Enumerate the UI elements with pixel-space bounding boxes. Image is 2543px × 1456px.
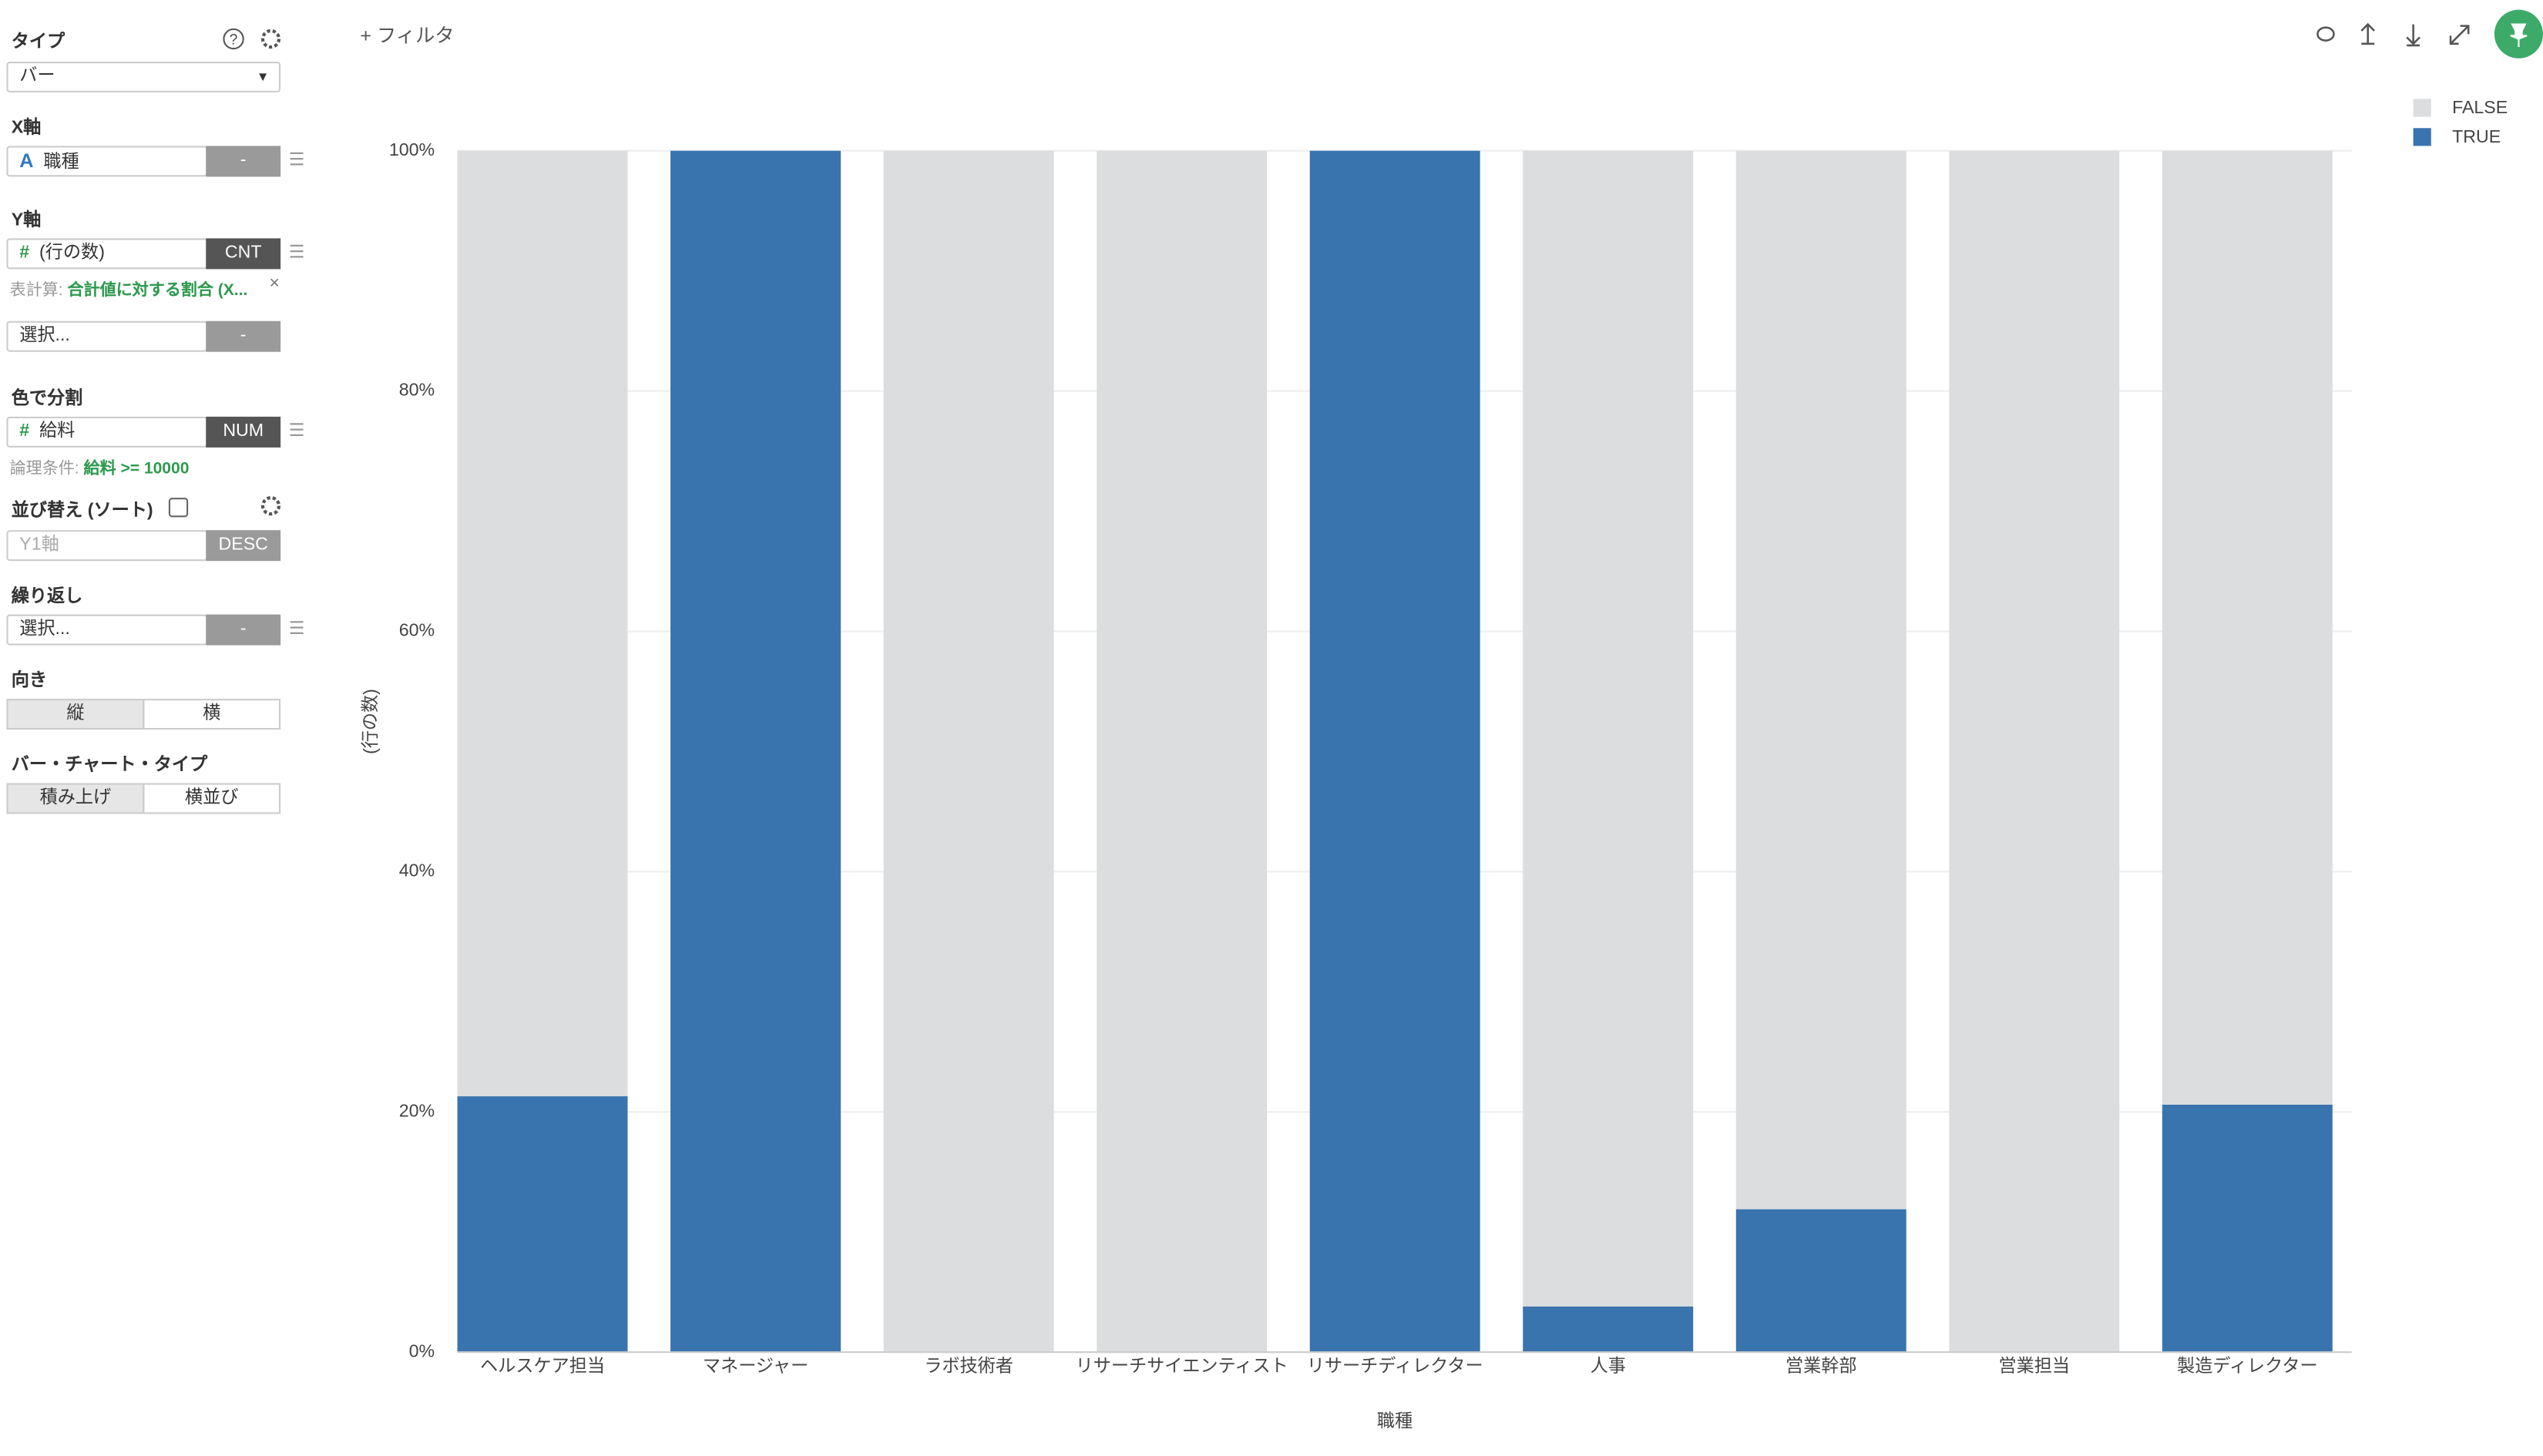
y-field[interactable]: # (行の数) (6, 238, 208, 270)
remove-icon[interactable]: × (269, 273, 280, 294)
bar (1735, 150, 1906, 1209)
bar (1097, 150, 1268, 1353)
x-icon: A (19, 149, 34, 173)
expand-icon[interactable] (2449, 25, 2470, 45)
y-label: Y軸 (11, 210, 42, 230)
x-tick-label: ヘルスケア担当 (480, 1355, 605, 1375)
sort-label: 並び替え (ソート) (11, 501, 153, 521)
color-field-name: 給料 (39, 421, 76, 441)
download-icon[interactable] (2406, 24, 2420, 47)
y-tick-label: 0% (409, 1340, 435, 1360)
y2-agg[interactable]: - (206, 320, 281, 352)
x-tick-label: リサーチディレクター (1307, 1355, 1483, 1375)
type-select[interactable]: バー ▼ (6, 61, 281, 92)
y-tick-label: 80% (399, 380, 435, 400)
color-label: 色で分割 (11, 389, 83, 409)
x-tick-label: 営業幹部 (1785, 1355, 1857, 1375)
cond-row: 論理条件: 給料 >= 10000 (10, 454, 190, 478)
y-agg[interactable]: CNT (206, 238, 281, 270)
toolbar-icons[interactable] (2316, 22, 2470, 47)
x-tick-label: 製造ディレクター (2177, 1355, 2318, 1375)
sort-order[interactable]: DESC (206, 530, 281, 562)
calc-value[interactable]: 合計値に対する割合 (X... (67, 282, 248, 300)
menu-icon[interactable]: ☰ (288, 150, 305, 170)
bar (1949, 150, 2120, 1353)
filter-button[interactable]: + フィルタ (360, 24, 455, 48)
bartype-label: バー・チャート・タイプ (11, 755, 208, 775)
menu-icon[interactable]: ☰ (288, 619, 305, 639)
calc-row: 表計算: 合計値に対する割合 (X... (10, 276, 248, 300)
x-tick-label: 人事 (1591, 1355, 1626, 1375)
bar (883, 150, 1054, 1353)
x-axis-label: 職種 (1377, 1411, 1413, 1431)
sort-settings[interactable] (260, 495, 282, 517)
color-agg[interactable]: NUM (206, 416, 281, 448)
color-field[interactable]: # 給料 (6, 416, 208, 448)
x-field-name: 職種 (43, 152, 79, 173)
y-icon: # (19, 243, 30, 263)
bar (1523, 1306, 1694, 1353)
orient-option[interactable]: 縦 (6, 699, 145, 730)
type-icons[interactable]: ? (222, 28, 287, 54)
color-icon: # (19, 421, 30, 441)
y-tick-label: 40% (399, 861, 435, 881)
legend-swatch (2413, 128, 2431, 146)
x-tick-label: ラボ技術者 (924, 1355, 1013, 1375)
menu-icon[interactable]: ☰ (288, 243, 305, 263)
bar (2162, 1104, 2333, 1353)
bar (457, 150, 628, 1097)
sort-field[interactable]: Y1軸 (6, 530, 208, 562)
x-agg[interactable]: - (206, 146, 281, 177)
legend-label: TRUE (2452, 126, 2501, 146)
legend-label: FALSE (2452, 97, 2508, 117)
x-label: X軸 (11, 118, 42, 138)
calc-label: 表計算: (9, 282, 63, 300)
y-tick-label: 60% (399, 620, 435, 640)
y-axis-label: (行の数) (360, 689, 380, 754)
x-field[interactable]: A 職種 (6, 146, 208, 177)
y-tick-label: 100% (389, 139, 435, 159)
legend-swatch (2413, 99, 2431, 117)
y2-field[interactable]: 選択... (6, 320, 208, 352)
menu-icon[interactable]: ☰ (288, 421, 305, 441)
bar (2162, 150, 2333, 1105)
y-field-name: (行の数) (39, 243, 105, 263)
upload-icon[interactable] (2360, 22, 2376, 45)
orient-option[interactable]: 横 (143, 699, 281, 730)
comment-icon[interactable] (2316, 26, 2335, 42)
settings-icon[interactable] (260, 29, 281, 49)
orient-label: 向き (11, 671, 48, 691)
type-label: タイプ (11, 32, 66, 52)
help-icon[interactable] (223, 28, 244, 50)
bartype-option[interactable]: 横並び (143, 783, 281, 814)
repeat-label: 繰り返し (11, 586, 83, 607)
x-tick-label: マネージャー (703, 1355, 808, 1375)
x-tick-label: 営業担当 (1999, 1355, 2071, 1375)
cond-label: 論理条件: (9, 460, 79, 478)
bar (1523, 150, 1694, 1307)
bar (1735, 1209, 1906, 1353)
cond-value[interactable]: 給料 >= 10000 (83, 460, 190, 478)
repeat-field[interactable]: 選択... (6, 614, 208, 646)
settings-icon[interactable] (260, 496, 281, 516)
bartype-option[interactable]: 積み上げ (6, 783, 145, 814)
bar (457, 1096, 628, 1353)
pin-icon (2510, 23, 2528, 48)
bar (670, 150, 842, 1353)
help-mark: ? (230, 32, 238, 49)
dropdown-arrow: ▼ (256, 69, 270, 85)
type-value: バー (19, 66, 55, 86)
sort-checkbox[interactable] (168, 498, 189, 518)
bar (1309, 150, 1480, 1353)
repeat-agg[interactable]: - (206, 614, 281, 646)
y-tick-label: 20% (399, 1100, 435, 1120)
x-tick-label: リサーチサイエンティスト (1076, 1355, 1288, 1375)
